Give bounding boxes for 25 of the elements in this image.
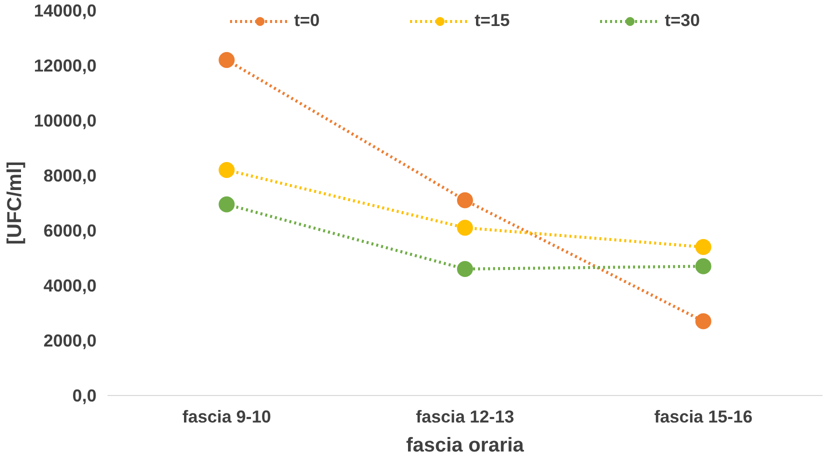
x-axis-title: fascia oraria bbox=[406, 434, 525, 456]
y-tick-label: 14000,0 bbox=[34, 0, 97, 20]
y-tick-label: 10000,0 bbox=[34, 110, 97, 130]
point bbox=[457, 261, 473, 277]
legend-label: t=30 bbox=[664, 10, 700, 31]
point bbox=[457, 220, 473, 236]
y-axis-title: [UFC/ml] bbox=[4, 161, 26, 245]
point bbox=[695, 239, 712, 255]
y-tick-label: 6000,0 bbox=[44, 220, 96, 240]
y-tick-label: 2000,0 bbox=[44, 330, 96, 350]
point bbox=[695, 313, 712, 330]
point bbox=[218, 52, 235, 68]
y-tick-label: 4000,0 bbox=[44, 276, 96, 296]
x-tick-label: fascia 15-16 bbox=[654, 406, 753, 426]
point bbox=[457, 192, 473, 208]
x-tick-label: fascia 12-13 bbox=[416, 406, 514, 426]
point bbox=[695, 258, 712, 274]
y-tick-label: 12000,0 bbox=[34, 56, 97, 76]
point bbox=[218, 162, 235, 178]
x-tick-label: fascia 9-10 bbox=[182, 406, 271, 426]
legend-label: t=0 bbox=[294, 10, 320, 31]
y-tick-label: 8000,0 bbox=[44, 166, 96, 186]
legend-label: t=15 bbox=[474, 10, 510, 31]
point bbox=[218, 196, 235, 212]
y-tick-label: 0,0 bbox=[72, 386, 97, 406]
